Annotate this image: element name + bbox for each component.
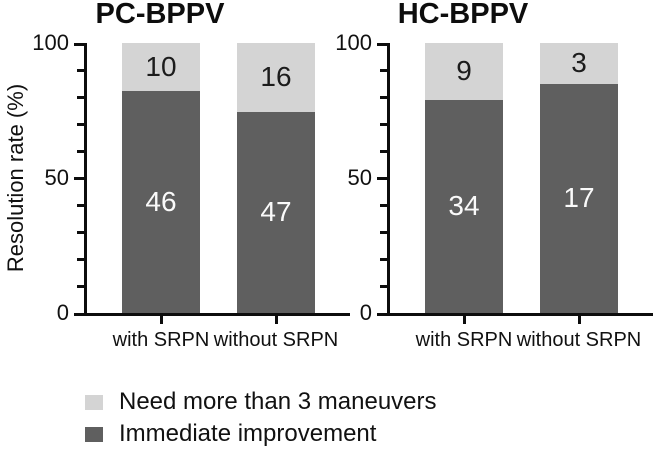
y-axis-minor-tick [77, 122, 84, 126]
y-axis-major-tick [377, 176, 387, 180]
y-axis-minor-tick [380, 257, 387, 261]
panel-title: PC-BPPV [95, 0, 225, 30]
x-axis-tick [274, 316, 278, 324]
bar-with-srpn: 10 46 [122, 43, 200, 313]
y-axis-minor-tick [380, 122, 387, 126]
y-axis-major-tick [74, 43, 84, 46]
bar-segment: 46 [122, 91, 200, 313]
y-axis-minor-tick [77, 257, 84, 261]
legend-item: Need more than 3 maneuvers [85, 386, 437, 418]
legend-swatch-need-more-maneuvers [85, 394, 103, 410]
bar-without-srpn: 3 17 [540, 43, 618, 313]
bar-segment: 9 [425, 43, 503, 100]
x-axis-tick [577, 316, 581, 324]
y-axis-minor-tick [380, 95, 387, 99]
panel-title: HC-BPPV [397, 0, 529, 30]
y-tick-label: 0 [359, 300, 372, 325]
y-axis-minor-tick [380, 149, 387, 153]
y-axis-minor-tick [77, 284, 84, 288]
plot-area: 0 50 100 10 46 with SRPN 16 47 without SRPN [32, 30, 350, 351]
y-axis-line [84, 43, 87, 316]
x-axis-tick [159, 316, 163, 324]
y-axis-major-tick [74, 313, 84, 316]
x-category-label: without SRPN [213, 329, 339, 351]
y-axis-minor-tick [380, 203, 387, 207]
y-axis-minor-tick [380, 230, 387, 234]
panel-pc-bppv: PC-BPPV 0 50 100 10 46 with SRPN 16 47 without S… [32, 0, 354, 380]
x-category-label: with SRPN [112, 329, 210, 351]
y-tick-label: 100 [32, 30, 69, 55]
bar-segment: 17 [540, 83, 618, 313]
bar-segment: 16 [237, 43, 315, 112]
y-tick-label: 50 [347, 165, 372, 190]
legend: Need more than 3 maneuvers Immediate imp… [85, 386, 437, 450]
y-axis-major-tick [377, 313, 387, 316]
bar-with-srpn: 9 34 [425, 43, 503, 313]
y-axis-minor-tick [77, 68, 84, 72]
bar-segment: 47 [237, 111, 315, 313]
legend-item: Immediate improvement [85, 418, 437, 450]
y-tick-label: 0 [56, 300, 69, 325]
y-axis-minor-tick [77, 230, 84, 234]
y-axis-major-tick [377, 43, 387, 46]
x-axis-line [387, 313, 653, 316]
legend-swatch-immediate-improvement [85, 426, 103, 442]
x-category-label: without SRPN [516, 329, 642, 351]
x-axis-tick [462, 316, 466, 324]
y-axis-minor-tick [77, 95, 84, 99]
y-tick-label: 50 [44, 165, 69, 190]
legend-label: Immediate improvement [119, 420, 377, 447]
y-axis-minor-tick [77, 149, 84, 153]
panel-hc-bppv: HC-BPPV 0 50 100 9 34 with SRPN 3 17 without SRP… [335, 0, 657, 380]
y-axis-major-tick [74, 176, 84, 180]
bar-without-srpn: 16 47 [237, 43, 315, 313]
bar-segment: 10 [122, 43, 200, 92]
y-tick-label: 100 [335, 30, 372, 55]
y-axis-minor-tick [380, 284, 387, 288]
y-axis-minor-tick [380, 68, 387, 72]
bar-segment: 3 [540, 43, 618, 84]
y-axis-minor-tick [77, 203, 84, 207]
x-axis-line [84, 313, 350, 316]
plot-area: 0 50 100 9 34 with SRPN 3 17 without SRPN [335, 30, 653, 351]
bar-segment: 34 [425, 99, 503, 313]
x-category-label: with SRPN [415, 329, 513, 351]
y-axis-line [387, 43, 390, 316]
legend-label: Need more than 3 maneuvers [119, 388, 437, 415]
